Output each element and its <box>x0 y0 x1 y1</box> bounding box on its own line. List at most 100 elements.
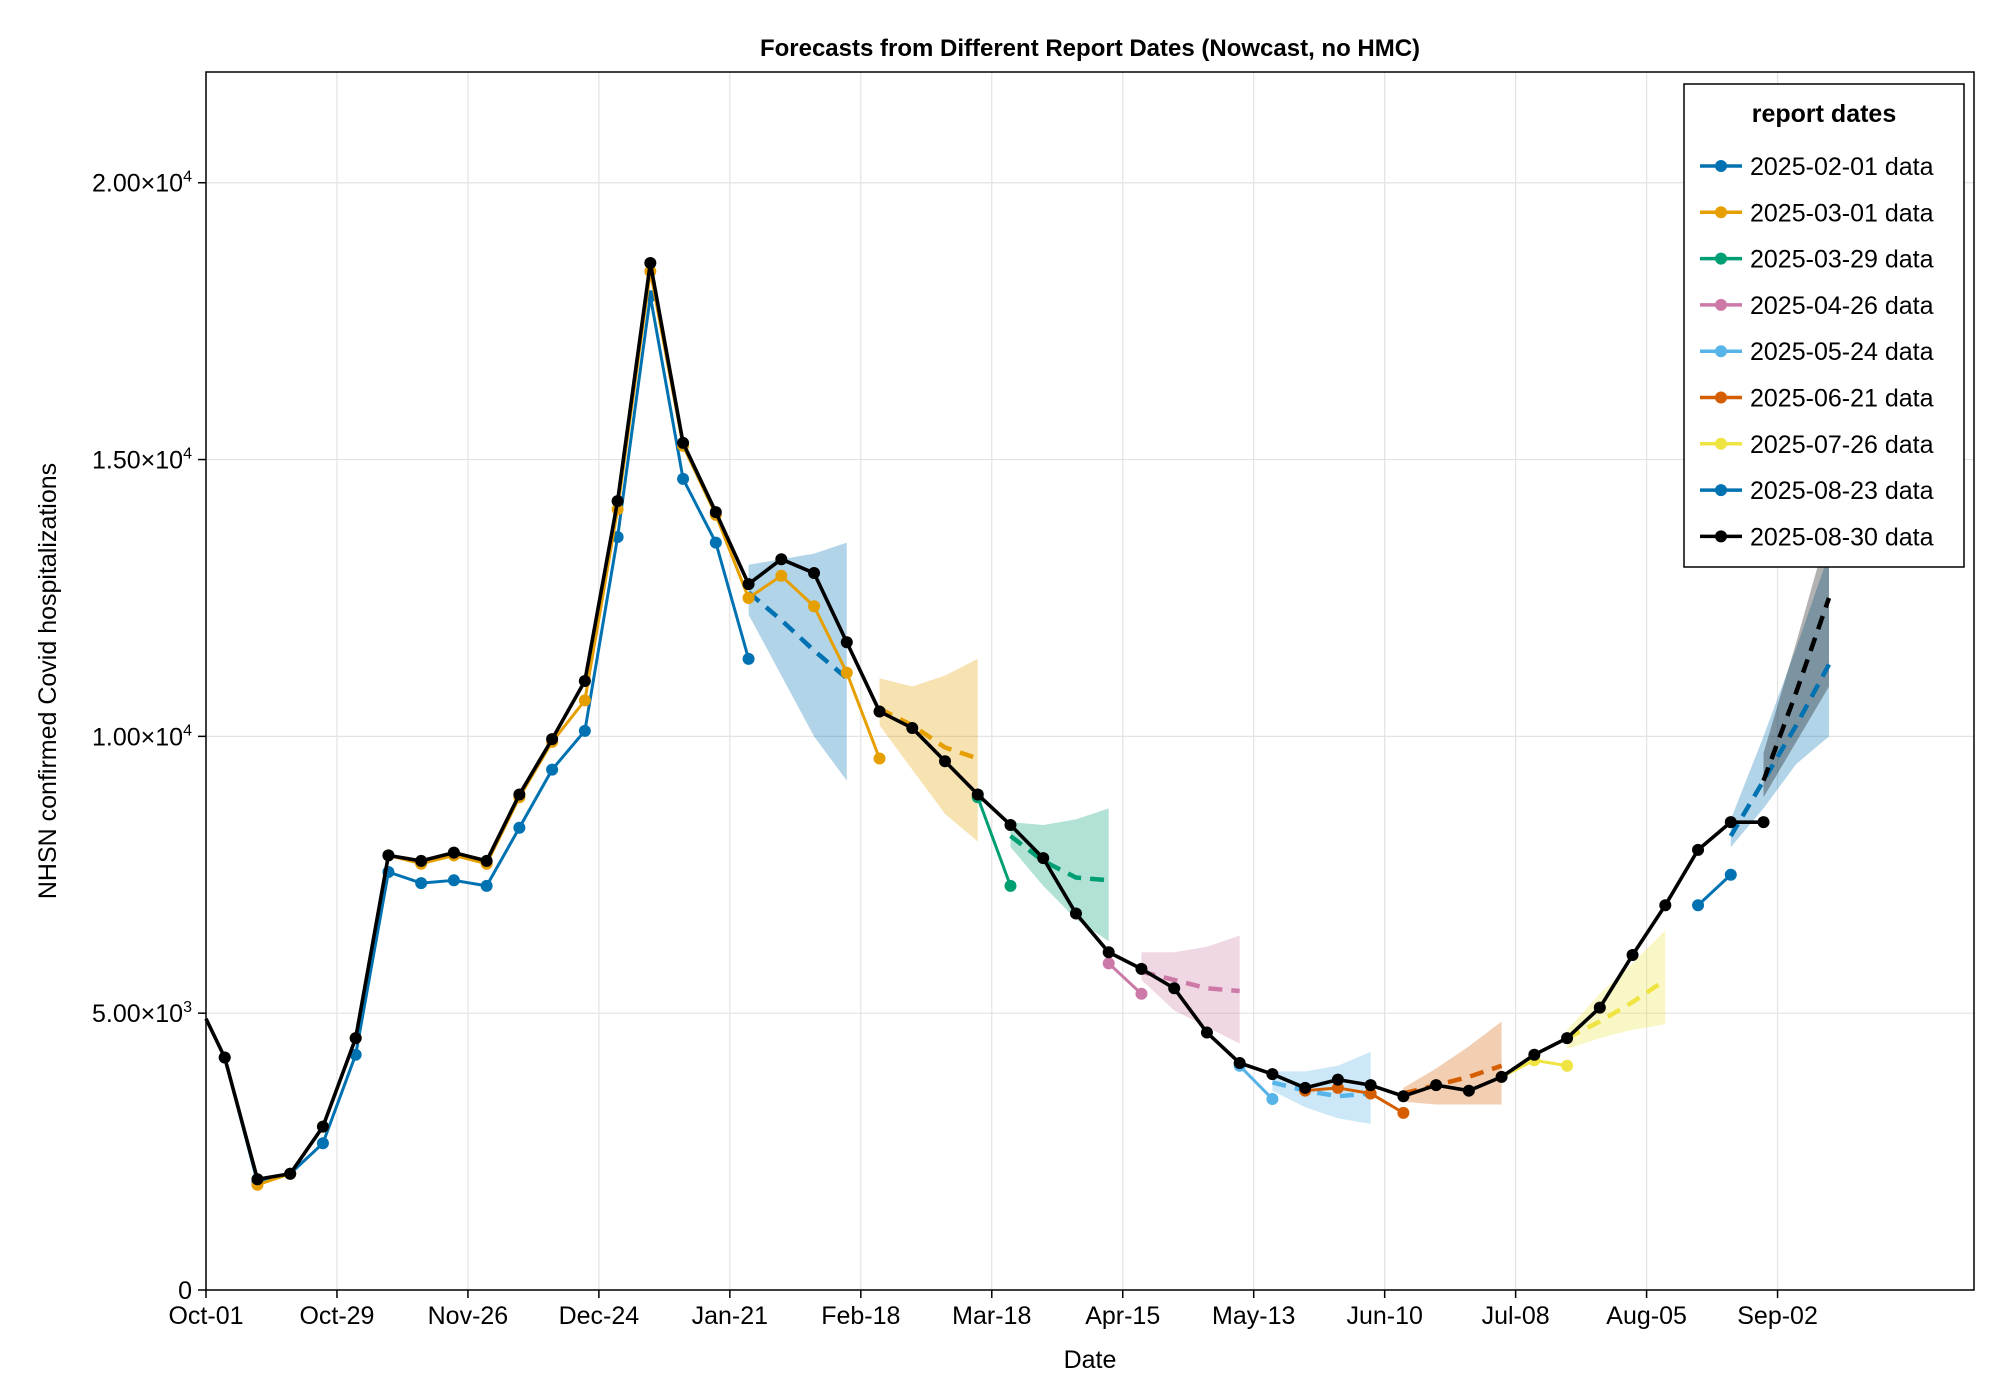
y-tick-label: 0 <box>178 1277 192 1305</box>
data-point <box>1331 1081 1344 1094</box>
forecast-mean-line <box>1271 1080 1371 1099</box>
data-point <box>1593 1001 1606 1014</box>
forecast-mean-line <box>1761 597 1832 782</box>
data-point <box>1102 946 1115 959</box>
x-tick-label: Jan-21 <box>692 1302 768 1330</box>
legend-item-label: 2025-07-26 data <box>1750 431 1934 459</box>
legend-title: report dates <box>1752 100 1896 128</box>
data-point <box>1561 1032 1574 1045</box>
y-tick-label: 1.50×104 <box>92 446 192 475</box>
legend-item-label: 2025-08-30 data <box>1750 523 1934 551</box>
data-point <box>382 849 395 862</box>
data-point <box>742 652 755 665</box>
data-point <box>546 763 559 776</box>
legend-items: 2025-02-01 data 2025-03-01 data 2025-03-29… <box>1700 153 1934 551</box>
data-point <box>1495 1070 1508 1083</box>
data-point <box>742 591 755 604</box>
data-point <box>1004 818 1017 831</box>
data-point <box>808 600 821 613</box>
legend-swatch-marker <box>1715 391 1727 404</box>
legend-swatch-marker <box>1715 530 1727 543</box>
forecast-lines <box>747 590 1832 1099</box>
data-point <box>447 874 460 887</box>
forecast-band <box>1141 935 1240 1044</box>
forecast-band <box>879 658 978 842</box>
data-point <box>1659 899 1672 912</box>
data-point <box>1692 899 1705 912</box>
data-point <box>1397 1090 1410 1103</box>
forecast-mean-line <box>1009 834 1109 883</box>
x-tick-label: Feb-18 <box>821 1302 900 1330</box>
data-point <box>971 788 984 801</box>
x-tick-label: Jun-10 <box>1346 1302 1422 1330</box>
x-tick-label: Nov-26 <box>428 1302 509 1330</box>
data-point <box>709 536 722 549</box>
data-point <box>1757 816 1770 829</box>
data-series <box>204 257 1770 1191</box>
data-point <box>1200 1026 1213 1039</box>
data-point <box>677 436 690 449</box>
data-point <box>677 472 690 485</box>
legend-swatch-marker <box>1715 298 1727 311</box>
y-tick-label: 2.00×104 <box>92 169 192 198</box>
data-point <box>873 752 886 765</box>
x-tick-label: Aug-05 <box>1606 1302 1687 1330</box>
data-point <box>1135 987 1148 1000</box>
x-axis-label: Date <box>1064 1346 1117 1374</box>
legend-swatch-marker <box>1715 437 1727 450</box>
data-point <box>480 879 493 892</box>
data-point <box>742 578 755 591</box>
data-point <box>578 694 591 707</box>
data-point <box>415 854 428 867</box>
legend-item-label: 2025-02-01 data <box>1750 153 1934 181</box>
forecast-mean-line <box>1402 1063 1503 1096</box>
data-point <box>1037 852 1050 865</box>
data-point <box>873 705 886 718</box>
data-point <box>480 854 493 867</box>
axes: Oct-01 Oct-29 Nov-26 Dec-24 Jan-21 Feb-18 Mar-… <box>92 169 1818 1330</box>
legend-item-label: 2025-06-21 data <box>1750 385 1934 413</box>
series-line <box>1238 1064 1274 1101</box>
legend-item-label: 2025-04-26 data <box>1750 292 1934 320</box>
forecast-band <box>1010 808 1109 942</box>
data-point <box>1724 816 1737 829</box>
data-point <box>1397 1106 1410 1119</box>
data-point <box>349 1048 362 1061</box>
legend-item-label: 2025-03-01 data <box>1750 199 1934 227</box>
data-point <box>906 722 919 735</box>
data-point <box>546 733 559 746</box>
data-point <box>1692 843 1705 856</box>
data-point <box>284 1167 297 1180</box>
x-tick-label: Apr-15 <box>1085 1302 1160 1330</box>
data-point <box>578 724 591 737</box>
data-point <box>316 1120 329 1133</box>
forecast-band <box>1567 930 1666 1050</box>
data-point <box>1364 1087 1377 1100</box>
x-tick-label: Dec-24 <box>559 1302 640 1330</box>
y-tick-label: 1.00×104 <box>92 722 192 751</box>
data-point <box>578 675 591 687</box>
legend-swatch-marker <box>1715 160 1727 172</box>
data-point <box>775 569 788 582</box>
series-line <box>976 796 1012 887</box>
forecast-mean-line <box>1566 978 1667 1041</box>
legend-item-label: 2025-08-23 data <box>1750 477 1934 505</box>
plot-frame <box>205 71 1975 1291</box>
x-tick-label: Sep-02 <box>1737 1302 1818 1330</box>
data-point <box>447 846 460 859</box>
data-point <box>840 636 853 649</box>
data-point <box>1528 1048 1541 1061</box>
legend-swatch-marker <box>1715 345 1727 358</box>
x-tick-label: Oct-01 <box>168 1302 243 1330</box>
legend-swatch-marker <box>1715 252 1727 265</box>
data-point <box>251 1173 264 1186</box>
x-tick-label: Mar-18 <box>952 1302 1031 1330</box>
data-point <box>415 877 428 890</box>
legend-swatch-marker <box>1715 206 1727 219</box>
data-point <box>1364 1079 1377 1092</box>
data-point <box>808 567 821 580</box>
data-point <box>1004 879 1017 892</box>
forecast-band <box>1403 1021 1502 1105</box>
data-point <box>349 1032 362 1045</box>
